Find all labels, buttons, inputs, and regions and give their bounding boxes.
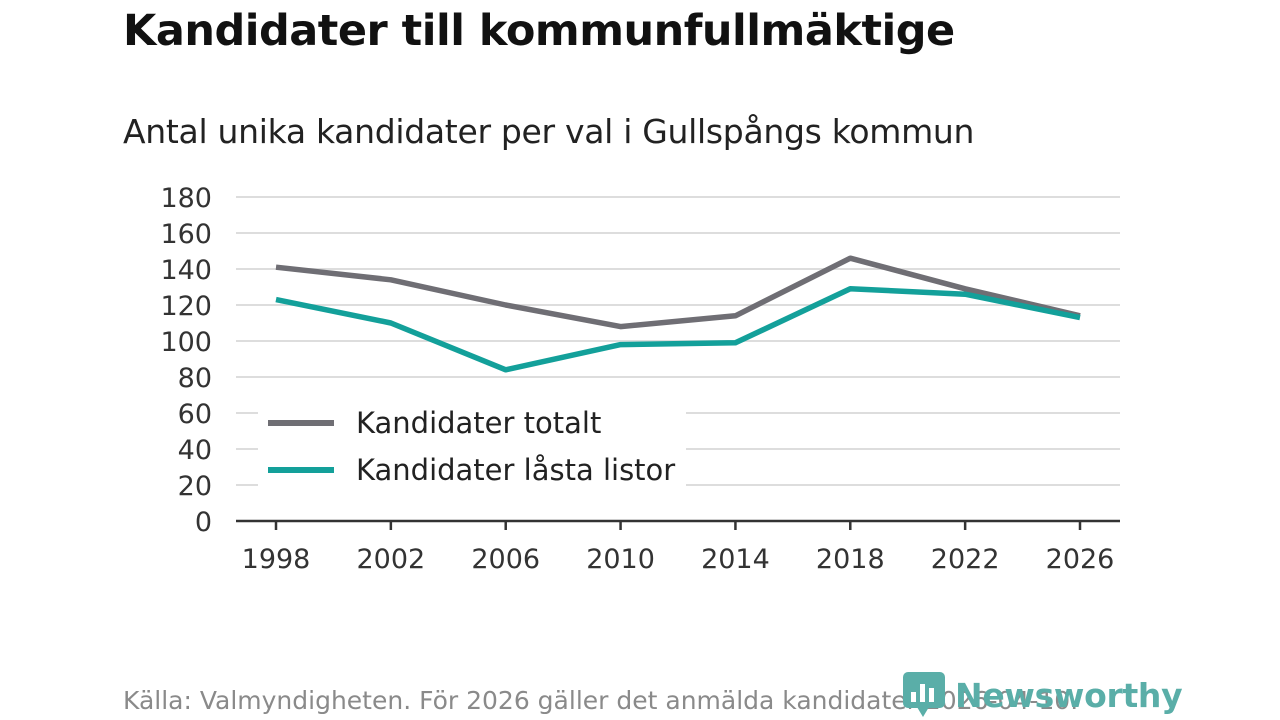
y-tick-label: 180 — [160, 183, 212, 214]
y-tick-label: 80 — [178, 363, 212, 394]
y-tick-label: 100 — [160, 327, 212, 358]
series-line-totalt — [275, 255, 1081, 330]
x-tick-label: 1998 — [242, 544, 311, 575]
x-tick-label: 2026 — [1046, 544, 1115, 575]
y-tick-label: 60 — [178, 399, 212, 430]
y-tick-label: 20 — [178, 471, 212, 502]
y-tick-label: 140 — [160, 255, 212, 286]
y-tick-label: 120 — [160, 291, 212, 322]
brand-logo: Newsworthy — [903, 672, 1183, 718]
y-tick-label: 40 — [178, 435, 212, 466]
y-tick-label: 0 — [195, 507, 212, 538]
chart-subtitle: Antal unika kandidater per val i Gullspå… — [123, 112, 975, 151]
x-tick-label: 2002 — [356, 544, 425, 575]
legend-background — [258, 404, 686, 488]
bar-chart-speech-bubble-icon — [903, 672, 945, 717]
x-tick-label: 2014 — [701, 544, 770, 575]
y-tick-label: 160 — [160, 219, 212, 250]
x-tick-label: 2018 — [816, 544, 885, 575]
brand-name: Newsworthy — [955, 675, 1183, 715]
x-tick-label: 2010 — [586, 544, 655, 575]
x-tick-label: 2006 — [471, 544, 540, 575]
x-tick-label: 2022 — [931, 544, 1000, 575]
legend-label: Kandidater låsta listor — [356, 453, 675, 487]
chart-title: Kandidater till kommunfullmäktige — [123, 6, 955, 56]
legend-label: Kandidater totalt — [356, 406, 601, 440]
series-line-lasta-listor — [275, 286, 1081, 373]
